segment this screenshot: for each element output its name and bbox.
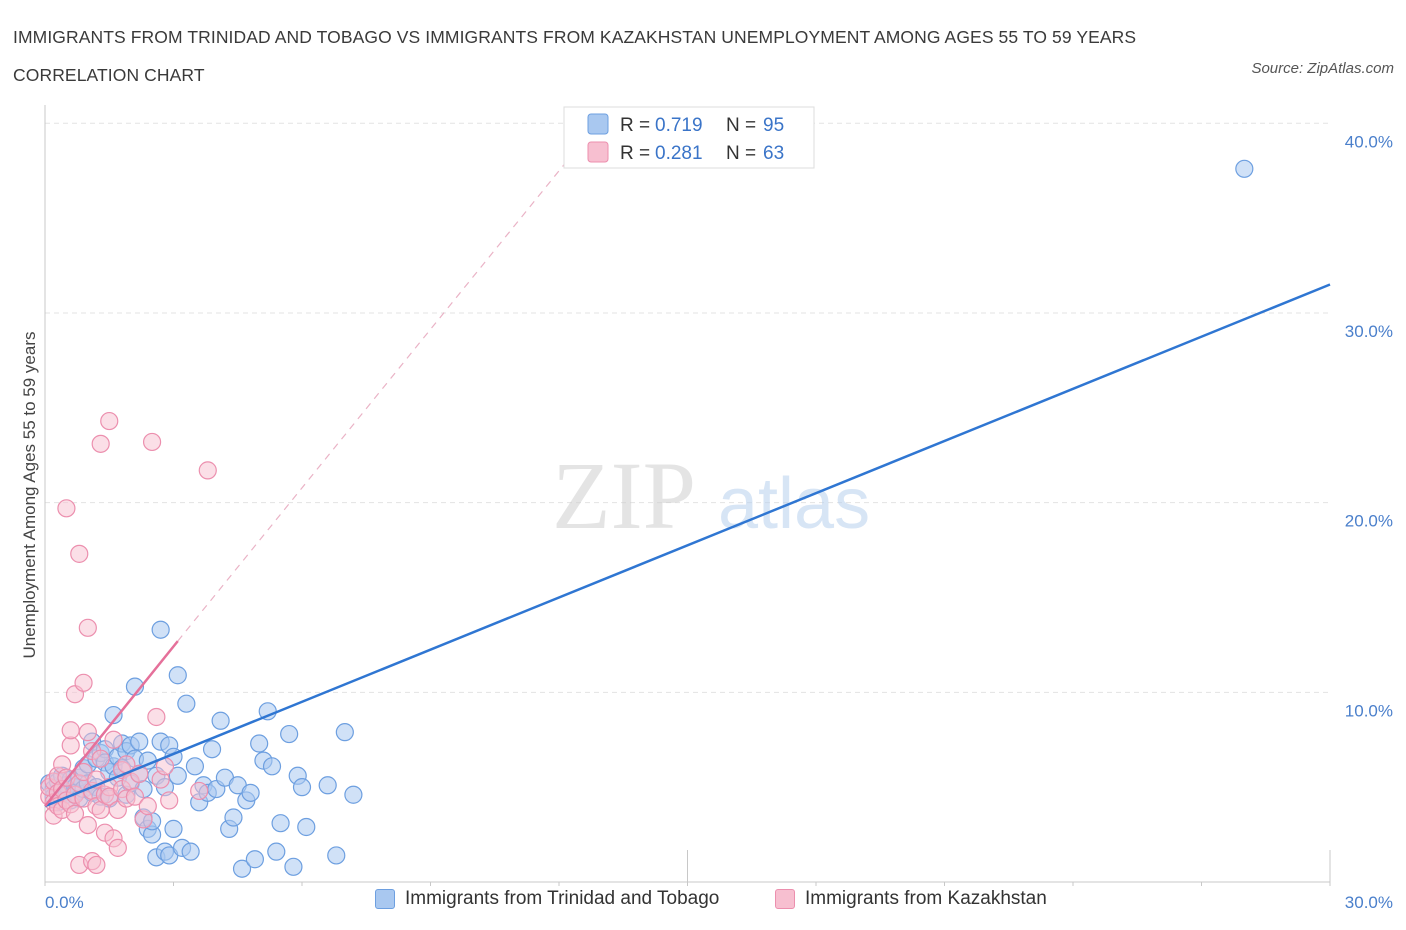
kazakhstan-point-62 xyxy=(198,461,217,480)
kazakhstan-point-11 xyxy=(57,499,76,518)
kazakhstan-point-15 xyxy=(61,721,80,740)
watermark: ZIP atlas xyxy=(552,442,870,549)
y-tick-labels: 10.0% 20.0% 30.0% 40.0% xyxy=(1345,132,1393,720)
kazakhstan-point-35 xyxy=(91,434,110,453)
kazakhstan-trend-extension xyxy=(177,122,599,642)
legend-r-label-2: R = xyxy=(620,143,650,164)
trinidad-point-85 xyxy=(280,724,299,744)
trinidad-point-75 xyxy=(232,859,252,878)
kazakhstan-point-43 xyxy=(104,730,123,749)
kazakhstan-trend-line xyxy=(44,640,179,807)
trinidad-point-62 xyxy=(177,694,196,713)
y-tick-label-3: 40.0% xyxy=(1345,132,1393,151)
kazakhstan-point-46 xyxy=(108,838,127,857)
trinidad-point-79 xyxy=(250,734,269,753)
kazakhstan-point-34 xyxy=(87,855,106,875)
series-legend: Immigrants from Trinidad and Tobago Immi… xyxy=(0,888,1406,918)
kazakhstan-point-60 xyxy=(160,791,179,810)
trinidad-point-83 xyxy=(267,842,286,861)
trinidad-point-88 xyxy=(292,778,312,797)
kazakhstan-point-24 xyxy=(74,673,93,692)
trinidad-point-60 xyxy=(168,666,187,685)
kazakhstan-point-61 xyxy=(190,781,209,801)
legend-r-label-1: R = xyxy=(620,115,650,136)
trinidad-point-84 xyxy=(271,814,290,833)
legend-swatch-pink xyxy=(775,889,795,909)
stats-legend: R = 0.719 N = 95 R = 0.281 N = 63 xyxy=(563,106,815,169)
legend-n-value-2: 63 xyxy=(763,143,784,164)
trinidad-point-86 xyxy=(284,857,303,876)
trinidad-trend-line xyxy=(44,283,1331,808)
trinidad-point-94 xyxy=(1235,159,1254,178)
kazakhstan-point-55 xyxy=(138,797,157,816)
trinidad-point-82 xyxy=(262,757,282,776)
trinidad-point-91 xyxy=(327,846,346,865)
source-label: Source: ZipAtlas.com xyxy=(1251,60,1394,77)
legend-r-value-2: 0.281 xyxy=(655,143,703,164)
kazakhstan-point-52 xyxy=(125,787,145,806)
y-axis-title: Unemployment Among Ages 55 to 59 years xyxy=(20,332,39,659)
trinidad-point-89 xyxy=(297,817,316,837)
x-axis xyxy=(44,850,1331,886)
series-kazakhstan-points xyxy=(40,411,217,875)
trinidad-point-92 xyxy=(335,723,354,742)
kazakhstan-point-14 xyxy=(61,736,80,755)
trinidad-point-70 xyxy=(211,711,230,730)
kazakhstan-point-57 xyxy=(147,707,166,727)
kazakhstan-point-26 xyxy=(78,618,97,637)
legend-n-label-1: N = xyxy=(726,115,756,136)
legend-item-trinidad: Immigrants from Trinidad and Tobago xyxy=(375,888,719,910)
trinidad-point-73 xyxy=(224,808,243,827)
chart-title: IMMIGRANTS FROM TRINIDAD AND TOBAGO VS I… xyxy=(13,27,1137,85)
legend-n-value-1: 95 xyxy=(763,115,784,136)
x-tick-label-min: 0.0% xyxy=(45,893,84,912)
x-tick-label-max: 30.0% xyxy=(1345,893,1393,912)
trinidad-point-68 xyxy=(202,740,222,759)
kazakhstan-point-20 xyxy=(70,544,89,563)
trinidad-point-30 xyxy=(104,705,123,725)
legend-label-trinidad: Immigrants from Trinidad and Tobago xyxy=(405,888,720,909)
legend-item-kazakhstan: Immigrants from Kazakhstan xyxy=(775,888,1047,910)
x-tick-labels: 0.0% 30.0% xyxy=(45,893,1393,912)
trinidad-point-93 xyxy=(344,785,363,804)
trinidad-point-41 xyxy=(130,732,149,751)
y-tick-label-1: 20.0% xyxy=(1345,512,1393,531)
trinidad-point-51 xyxy=(151,620,170,639)
legend-swatch-blue xyxy=(375,889,395,909)
y-tick-label-2: 30.0% xyxy=(1345,322,1393,341)
trinidad-point-77 xyxy=(241,783,260,802)
kazakhstan-point-36 xyxy=(91,749,110,768)
watermark-zip: ZIP xyxy=(552,442,696,549)
legend-n-label-2: N = xyxy=(726,143,756,164)
legend-swatch-kazakhstan xyxy=(587,141,609,163)
trinidad-point-90 xyxy=(318,776,337,795)
trinidad-point-63 xyxy=(181,842,200,861)
y-tick-label-0: 10.0% xyxy=(1345,701,1393,720)
trinidad-point-78 xyxy=(245,850,264,869)
watermark-atlas: atlas xyxy=(718,464,870,544)
trinidad-point-59 xyxy=(168,766,187,785)
trend-lines xyxy=(44,122,1331,808)
grid-lines xyxy=(45,122,1330,693)
trinidad-point-64 xyxy=(185,757,205,776)
legend-label-kazakhstan: Immigrants from Kazakhstan xyxy=(805,888,1047,909)
kazakhstan-point-19 xyxy=(65,804,85,823)
kazakhstan-point-40 xyxy=(100,411,119,431)
legend-swatch-trinidad xyxy=(587,113,609,135)
trinidad-point-58 xyxy=(164,819,183,838)
legend-r-value-1: 0.719 xyxy=(655,115,703,136)
kazakhstan-point-28 xyxy=(78,815,97,835)
kazakhstan-point-56 xyxy=(142,432,162,452)
kazakhstan-point-27 xyxy=(78,723,97,742)
